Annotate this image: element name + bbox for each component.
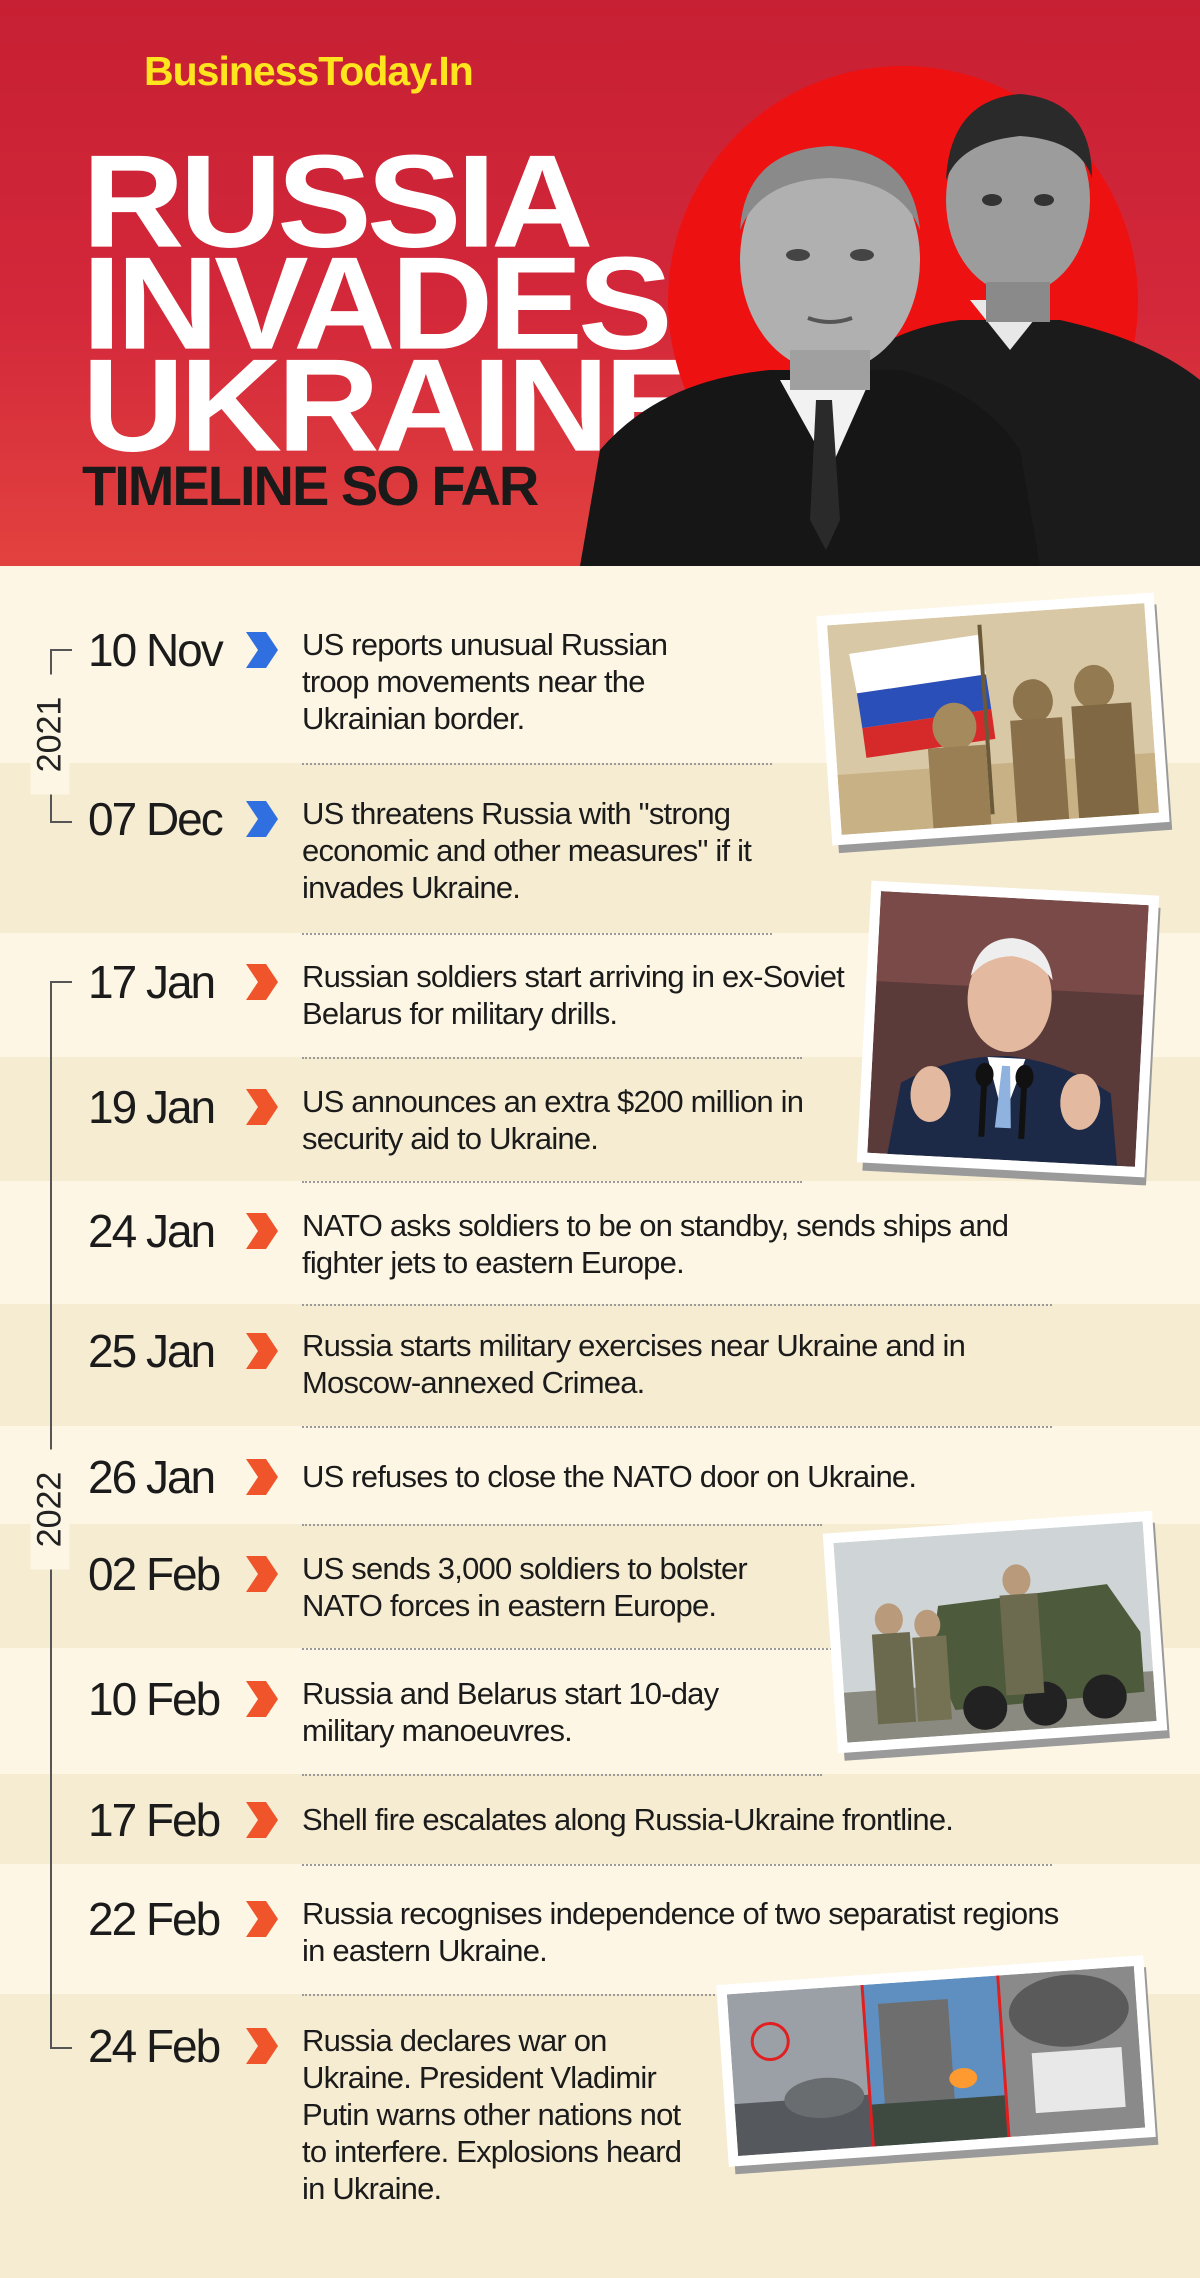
photo-nato-soldiers [822,1510,1168,1754]
nato-soldiers-image [833,1521,1157,1743]
event-description: Russian soldiers start arriving in ex-So… [302,959,845,1031]
row-separator [302,1181,802,1183]
page-subtitle: TIMELINE SO FAR [82,454,539,517]
brand-logo: BusinessToday.In [144,48,474,94]
double-chevron-right-icon [246,1459,278,1495]
event-date: 26 Jan [88,1451,216,1503]
row-separator [302,1864,1052,1866]
year-label-2021: 2021 [30,674,70,795]
event-date: 24 Jan [88,1205,216,1257]
title-line-1: RUSSIA [82,127,594,276]
double-chevron-right-icon [246,2028,278,2064]
explosions-collage-image [726,1965,1146,2157]
row-separator [302,1524,822,1526]
biden-speech-image [867,891,1149,1167]
event-description: US reports unusual Russian troop movemen… [302,627,668,736]
row-separator [302,1304,1052,1306]
russian-troops-image [827,603,1159,835]
event-date: 22 Feb [88,1893,221,1945]
row-band [0,1774,1200,1864]
event-description: Russia starts military exercises near Uk… [302,1328,966,1400]
double-chevron-right-icon [246,801,278,837]
year-bracket-tick [50,821,72,823]
row-band [0,1304,1200,1426]
row-separator [302,1648,832,1650]
double-chevron-right-icon [246,632,278,668]
photo-biden [856,880,1160,1178]
row-separator [302,1994,762,1996]
year-label-2022: 2022 [30,1449,70,1570]
header-banner: BusinessToday.In RUSSIA INVADES UKRAINE … [0,0,1200,566]
event-description: US sends 3,000 soldiers to bolster NATO … [302,1551,748,1623]
title-line-2: INVADES [82,229,673,378]
double-chevron-right-icon [246,1802,278,1838]
year-bracket-tick [50,981,72,983]
double-chevron-right-icon [246,1089,278,1125]
double-chevron-right-icon [246,1556,278,1592]
title-line-3: UKRAINE [82,331,699,480]
event-date: 10 Feb [88,1673,221,1725]
event-date: 02 Feb [88,1548,221,1600]
double-chevron-right-icon [246,1333,278,1369]
photo-russian-troops [816,592,1170,846]
event-description: NATO asks soldiers to be on standby, sen… [302,1208,1009,1280]
event-date: 17 Feb [88,1794,221,1846]
double-chevron-right-icon [246,1901,278,1937]
event-description: Russia declares war on Ukraine. Presiden… [302,2023,682,2206]
row-separator [302,1774,822,1776]
event-description: US announces an extra $200 million in se… [302,1084,804,1156]
event-date: 25 Jan [88,1325,216,1377]
event-description: US refuses to close the NATO door on Ukr… [302,1459,917,1494]
event-description: Russia and Belarus start 10-day military… [302,1676,719,1748]
row-separator [302,1057,802,1059]
event-description: Shell fire escalates along Russia-Ukrain… [302,1802,954,1837]
double-chevron-right-icon [246,964,278,1000]
event-date: 17 Jan [88,956,216,1008]
event-description: Russia recognises independence of two se… [302,1896,1059,1968]
photo-explosions [716,1955,1156,2167]
double-chevron-right-icon [246,1681,278,1717]
year-bracket-tick [50,2047,72,2049]
row-separator [302,933,772,935]
event-date: 19 Jan [88,1081,216,1133]
event-date: 07 Dec [88,793,224,845]
event-date: 10 Nov [88,624,224,676]
year-bracket-tick [50,649,72,651]
leaders-portrait-image [580,94,1200,566]
row-separator [302,1426,1052,1428]
row-separator [302,763,772,765]
event-description: US threatens Russia with "strong economi… [302,796,752,905]
event-date: 24 Feb [88,2020,221,2072]
double-chevron-right-icon [246,1213,278,1249]
